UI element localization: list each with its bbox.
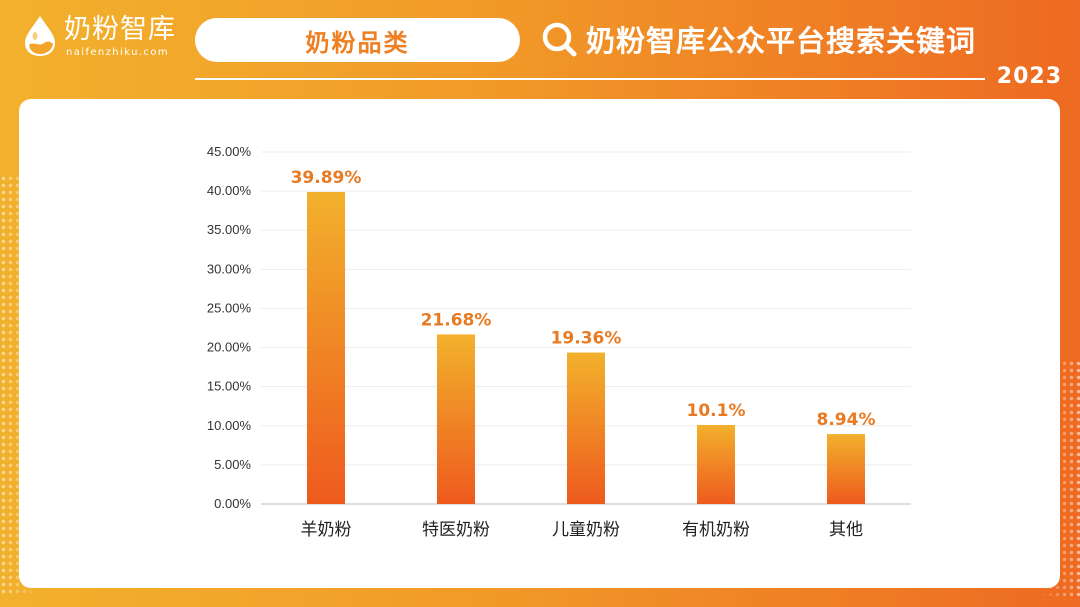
y-tick-label: 35.00% [207,222,252,237]
chart-card: 0.00% 5.00% 10.00% 15.00% 20.00% 25.00% 30.00%… [19,99,1060,588]
bar [567,352,605,504]
bar [697,424,735,504]
page-title-group: 奶粉智库公众平台搜索关键词 [540,18,976,60]
y-tick-label: 45.00% [207,144,252,159]
y-tick-label: 5.00% [214,457,251,472]
data-label: 10.1% [687,401,746,421]
bar [307,191,345,504]
bar-chart: 0.00% 5.00% 10.00% 15.00% 20.00% 25.00% 30.00%… [207,144,911,540]
x-tick-label: 特医奶粉 [422,520,490,540]
data-label: 8.94% [817,410,876,430]
y-tick-label: 15.00% [207,379,252,394]
y-tick-label: 20.00% [207,340,252,355]
logo-name: 奶粉智库 [64,13,176,45]
y-tick-label: 25.00% [207,300,252,315]
year-label: 2023 [996,64,1062,89]
y-tick-label: 10.00% [207,418,252,433]
milk-drop-icon [25,16,55,56]
bar [827,434,865,504]
page-title: 奶粉智库公众平台搜索关键词 [586,24,977,58]
data-label: 19.36% [551,329,622,349]
logo-domain: naifenzhiku.com [66,46,169,58]
x-tick-label: 其他 [829,520,863,540]
bar [437,334,475,504]
y-tick-label: 40.00% [207,183,252,198]
header-divider [195,78,985,80]
x-tick-label: 儿童奶粉 [552,520,620,540]
y-tick-label: 30.00% [207,261,252,276]
brand-logo: 奶粉智库 naifenzhiku.com [22,14,176,58]
data-label: 39.89% [291,168,362,188]
y-tick-label: 0.00% [214,496,251,511]
x-tick-label: 有机奶粉 [682,520,750,540]
search-icon [542,22,577,57]
category-pill: 奶粉品类 [195,18,520,62]
x-tick-label: 羊奶粉 [301,520,352,540]
data-label: 21.68% [421,310,492,330]
